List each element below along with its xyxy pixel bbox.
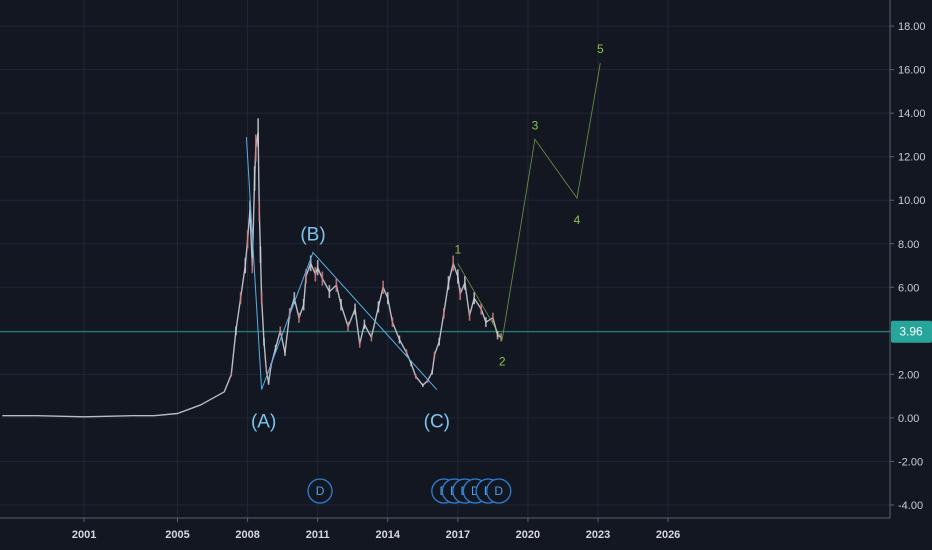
x-tick-label: 2026 [656,529,680,541]
y-tick-label: 2.00 [898,369,919,381]
y-tick-label: -2.00 [898,456,923,468]
x-tick-label: 2011 [306,529,330,541]
grid-lines [0,0,890,518]
dividend-markers[interactable]: DDDDDDD [307,478,512,504]
corrective-wave-label: (B) [300,224,325,245]
impulse-wave-label: 4 [574,213,581,227]
x-tick-label: 2020 [516,529,540,541]
price-series [2,118,502,418]
dividend-marker-label: D [494,484,503,498]
y-tick-label: 14.00 [898,108,926,120]
time-axis[interactable]: 2001 2005 2008 2011 2014 2017 2020 2023 2026 [72,518,680,541]
dividend-marker-label: D [471,484,480,498]
corrective-wave-label: (A) [251,412,276,433]
impulse-wave-line [457,63,601,341]
y-tick-label: 18.00 [898,21,926,33]
x-tick-label: 2001 [72,529,96,541]
x-tick-label: 2017 [446,529,470,541]
impulse-wave-label: 5 [597,42,604,56]
x-tick-label: 2008 [235,529,259,541]
y-tick-label: 16.00 [898,65,926,77]
dividend-marker-circle [486,478,512,504]
x-tick-label: 2014 [376,529,401,541]
dividend-marker-label: D [316,484,325,498]
y-tick-label: 10.00 [898,195,926,207]
impulse-wave: 1 2 3 4 5 [455,42,604,368]
impulse-wave-label: 3 [532,118,539,132]
y-tick-label: 8.00 [898,239,919,251]
dividend-marker[interactable]: D [486,478,512,504]
y-tick-label: 0.00 [898,413,919,425]
current-price-badge-box [891,320,932,343]
dividend-marker[interactable]: D [307,478,333,504]
y-tick-label: -4.00 [898,500,923,512]
impulse-wave-label: 1 [455,242,462,256]
x-tick-label: 2005 [165,529,189,541]
corrective-wave-label: (C) [424,412,450,433]
dividend-marker-circle [307,478,333,504]
corrective-wave: (A) (B) (C) [245,137,450,433]
current-price-label: 3.96 [899,325,923,339]
y-tick-label: 6.00 [898,282,919,294]
corrective-wave-line [245,137,438,390]
y-tick-label: 12.00 [898,152,926,164]
current-price-badge: 3.96 [891,320,932,343]
impulse-wave-label: 2 [499,355,506,369]
x-tick-label: 2023 [586,529,610,541]
